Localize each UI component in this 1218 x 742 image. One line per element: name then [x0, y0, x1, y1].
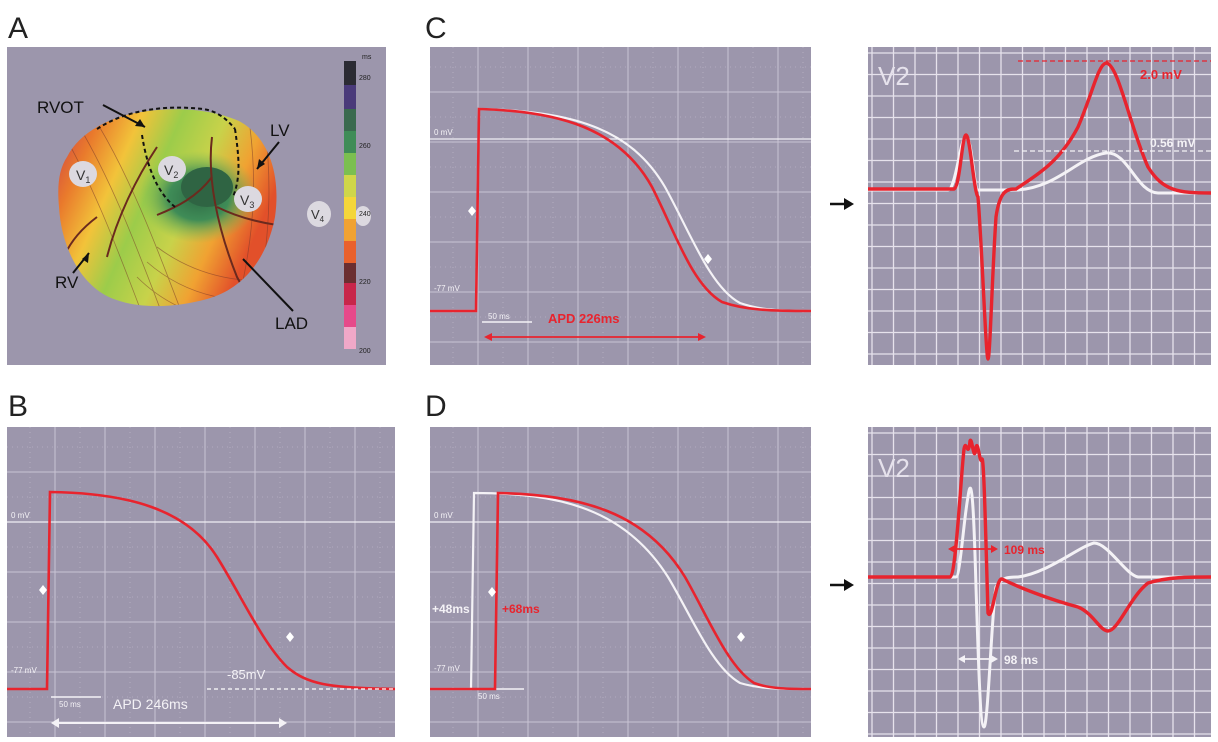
- marker-diamond: [737, 632, 745, 642]
- scale-bar-label: 50 ms: [478, 692, 500, 701]
- rvot-label: RVOT: [37, 98, 84, 117]
- panel-c-action-potential: 0 mV -77 mV 50 ms APD 226ms: [430, 47, 811, 365]
- white-interval-label: 98 ms: [1004, 653, 1038, 667]
- ecg-trace-white: [868, 486, 1211, 729]
- zero-mv-label: 0 mV: [434, 128, 453, 137]
- ecg-panel-top: V2 2.0 mV 0.56 mV: [868, 47, 1211, 365]
- colorbar-tick: 200: [359, 348, 371, 355]
- ap-trace-white: [430, 491, 811, 691]
- zero-mv-label: 0 mV: [11, 511, 30, 520]
- ap-trace-red: [7, 490, 395, 691]
- ecg-panel-bottom: V2 109 ms 98 ms: [868, 427, 1211, 737]
- lead-v3-marker: V3: [234, 186, 262, 212]
- red-interval-label: 109 ms: [1004, 543, 1045, 557]
- ecg-trace-red: [868, 61, 1211, 361]
- lad-label: LAD: [275, 314, 308, 333]
- svg-text:V3: V3: [240, 192, 254, 210]
- ecg-lead-label: V2: [878, 453, 910, 483]
- marker-diamond: [704, 254, 712, 264]
- rest-mv-label: -77 mV: [434, 284, 460, 293]
- marker-diamond: [468, 206, 476, 216]
- lead-v2-marker: V2: [158, 156, 186, 182]
- end-potential-label: -85mV: [227, 667, 266, 682]
- svg-text:V4: V4: [311, 207, 325, 224]
- lead-v4-marker: V4: [307, 201, 371, 227]
- white-peak-label: 0.56 mV: [1150, 136, 1195, 150]
- ap-trace-red: [430, 107, 811, 313]
- colorbar-tick: 280: [359, 75, 371, 82]
- lead-v1-marker: V1: [69, 161, 97, 187]
- panel-label-c: C: [425, 12, 447, 45]
- svg-text:V1: V1: [76, 167, 90, 185]
- apd-label: APD 246ms: [113, 696, 188, 712]
- scale-bar-label: 50 ms: [488, 312, 510, 321]
- scale-bar-label: 50 ms: [59, 700, 81, 709]
- colorbar-tick: 240: [359, 211, 371, 218]
- ecg-trace-red: [868, 438, 1211, 633]
- colorbar-tick: 260: [359, 143, 371, 150]
- red-shift-label: +68ms: [502, 602, 540, 616]
- apd-label: APD 226ms: [548, 311, 620, 326]
- lad-leader: [242, 258, 294, 312]
- marker-diamond: [39, 585, 47, 595]
- panel-b-action-potential: 0 mV -77 mV 50 ms -85mV APD 246ms: [7, 427, 395, 737]
- panel-label-a: A: [8, 12, 29, 45]
- colorbar-unit: ms: [362, 54, 372, 61]
- arrow-right-icon: [830, 579, 854, 591]
- rest-mv-label: -77 mV: [434, 664, 460, 673]
- lv-label: LV: [270, 121, 290, 140]
- marker-diamond: [488, 587, 496, 597]
- rv-label: RV: [55, 273, 79, 292]
- ecg-lead-label: V2: [878, 61, 910, 91]
- red-peak-label: 2.0 mV: [1140, 67, 1182, 82]
- colorbar-tick: 220: [359, 279, 371, 286]
- marker-diamond: [286, 632, 294, 642]
- arrow-right-icon: [830, 198, 854, 210]
- white-shift-label: +48ms: [432, 602, 470, 616]
- ap-trace-red: [430, 491, 811, 691]
- zero-mv-label: 0 mV: [434, 511, 453, 520]
- colorbar: ms 280 260 240 220 200: [344, 54, 372, 355]
- rest-mv-label: -77 mV: [11, 666, 37, 675]
- panel-label-d: D: [425, 390, 447, 423]
- panel-d-action-potential: 0 mV -77 mV 50 ms +48ms +68ms: [430, 427, 811, 737]
- panel-a-activation-map: V1 V2 V3 V4 RVOT LV RV LAD: [7, 47, 386, 365]
- svg-text:V2: V2: [164, 162, 178, 180]
- panel-label-b: B: [8, 390, 29, 423]
